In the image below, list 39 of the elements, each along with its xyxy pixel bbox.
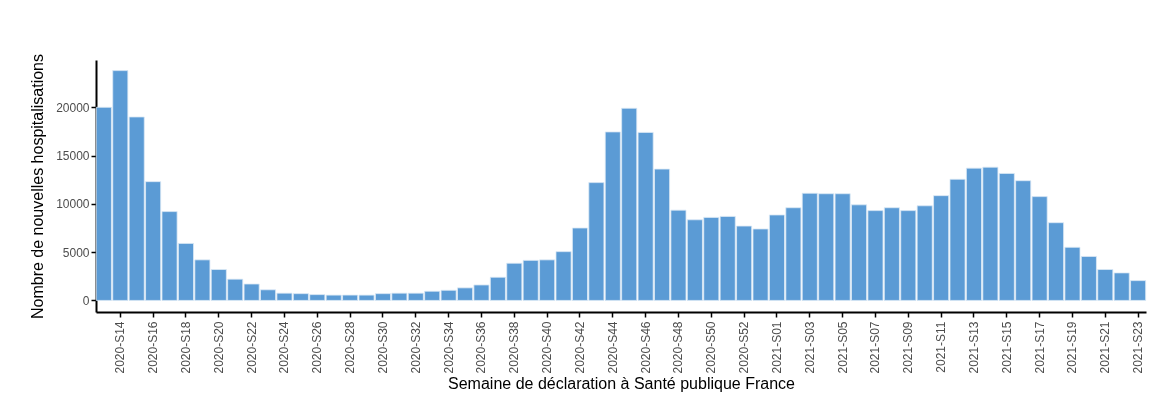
x-tick-label: 2020-S28 — [343, 321, 358, 374]
x-tick-label: 2020-S38 — [507, 321, 522, 374]
x-tick-label: 2020-S46 — [638, 321, 653, 374]
x-tick-label: 2020-S32 — [408, 321, 423, 374]
x-tick-label: 2021-S07 — [868, 321, 883, 374]
x-tick-label: 2020-S34 — [441, 321, 456, 374]
x-tick-label: 2020-S22 — [244, 321, 259, 374]
x-tick-label: 2020-S44 — [605, 321, 620, 374]
x-tick-label: 2021-S13 — [966, 321, 981, 374]
x-tick-label: 2021-S19 — [1065, 321, 1080, 374]
x-tick-label: 2020-S48 — [671, 321, 686, 374]
x-tick-label: 2020-S40 — [540, 321, 555, 374]
x-tick-label: 2021-S09 — [901, 321, 916, 374]
x-tick-label: 2020-S30 — [375, 321, 390, 374]
x-tick-label: 2020-S16 — [146, 321, 161, 374]
x-tick-label: 2020-S42 — [572, 321, 587, 374]
y-tick-label: 5000 — [62, 245, 90, 260]
x-tick-label: 2021-S23 — [1131, 321, 1146, 374]
x-tick-label: 2020-S52 — [737, 321, 752, 374]
y-tick-label: 15000 — [56, 149, 90, 164]
x-tick-label: 2021-S03 — [802, 321, 817, 374]
x-tick-label: 2020-S26 — [310, 321, 325, 374]
y-tick-label: 10000 — [56, 197, 90, 212]
x-tick-label: 2021-S17 — [1032, 321, 1047, 374]
x-tick-label: 2020-S50 — [704, 321, 719, 374]
x-tick-label: 2021-S11 — [934, 321, 949, 373]
y-tick-label: 0 — [82, 293, 90, 308]
x-tick-label: 2020-S20 — [211, 321, 226, 374]
x-tick-label: 2020-S14 — [113, 321, 128, 374]
x-tick-label: 2021-S15 — [999, 321, 1014, 374]
y-tick-label: 20000 — [56, 100, 90, 115]
x-tick-label: 2021-S05 — [835, 321, 850, 374]
x-tick-label: 2021-S21 — [1098, 321, 1113, 374]
x-axis-title: Semaine de déclaration à Santé publique France — [448, 374, 796, 392]
y-axis-title: Nombre de nouvelles hospitalisations — [29, 53, 47, 320]
x-tick-label: 2020-S36 — [474, 321, 489, 374]
x-tick-label: 2021-S01 — [769, 321, 784, 374]
x-tick-label: 2020-S24 — [277, 321, 292, 374]
x-tick-label: 2020-S18 — [178, 321, 193, 374]
